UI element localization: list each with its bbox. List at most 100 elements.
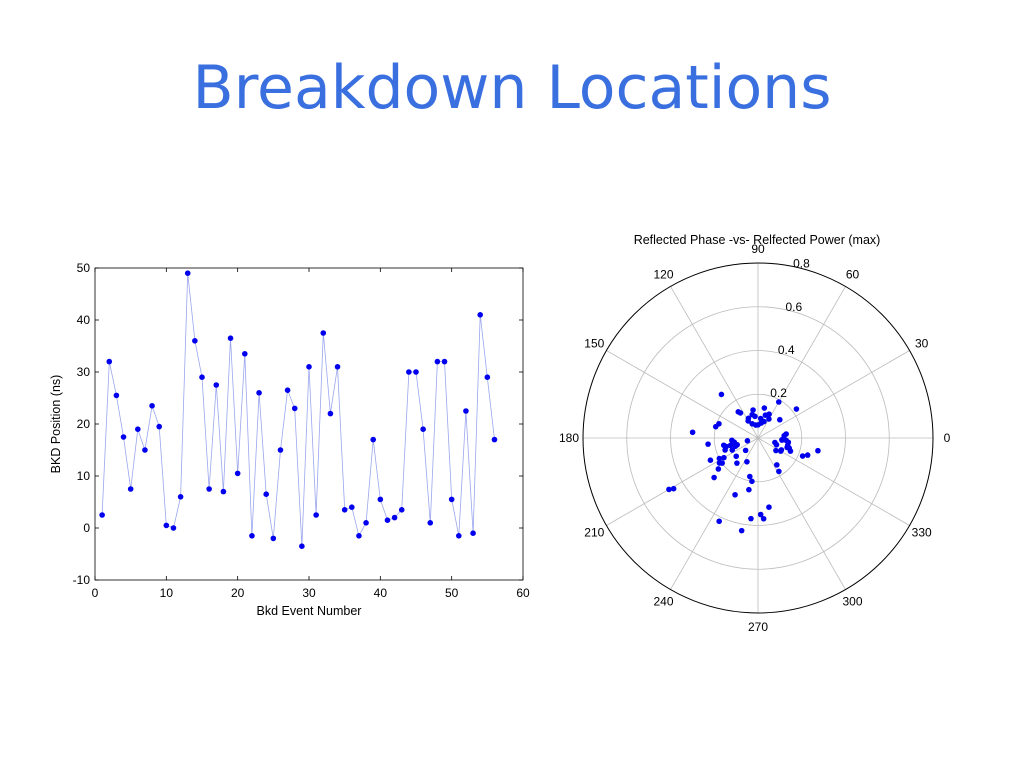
y-tick-label: 20 — [77, 417, 91, 431]
polar-point — [776, 468, 782, 475]
polar-point — [766, 416, 772, 422]
data-point — [477, 312, 484, 318]
data-point — [184, 270, 191, 277]
polar-point — [761, 405, 768, 411]
polar-title: Reflected Phase -vs- Relfected Power (ma… — [634, 233, 881, 247]
data-point — [356, 533, 362, 539]
polar-point — [779, 437, 785, 443]
y-tick-label: 0 — [83, 521, 90, 535]
data-point — [349, 504, 355, 511]
data-point — [341, 507, 348, 513]
polar-point — [721, 454, 727, 461]
polar-point — [749, 411, 755, 418]
data-point — [306, 364, 312, 370]
data-point — [156, 423, 162, 430]
data-point — [270, 535, 277, 542]
y-axis-label: BKD Position (ns) — [49, 375, 63, 474]
data-point — [413, 369, 419, 375]
polar-point — [750, 407, 756, 413]
data-point — [213, 382, 220, 388]
data-point — [177, 494, 184, 500]
data-point — [456, 533, 462, 539]
x-tick-label: 30 — [302, 586, 316, 600]
polar-point — [718, 391, 725, 398]
x-tick-label: 40 — [374, 586, 388, 600]
polar-ring — [582, 262, 934, 614]
data-point — [242, 351, 248, 357]
data-point — [391, 514, 398, 521]
x-axis-label: Bkd Event Number — [257, 604, 362, 618]
x-tick-label: 20 — [231, 586, 245, 600]
polar-r-label: 0.2 — [770, 386, 787, 400]
data-point — [263, 491, 270, 498]
polar-angle-label: 240 — [653, 595, 673, 609]
data-point — [491, 436, 498, 443]
polar-point — [715, 466, 722, 472]
polar-angle-label: 150 — [584, 337, 604, 351]
series-line — [101, 273, 495, 547]
data-point — [448, 496, 455, 503]
data-point — [249, 533, 255, 539]
data-point — [227, 335, 234, 342]
polar-point — [793, 406, 800, 412]
polar-point — [757, 415, 764, 422]
y-tick-label: 30 — [77, 365, 91, 379]
data-point — [384, 517, 391, 523]
data-point — [420, 426, 426, 433]
polar-angle-label: 210 — [584, 526, 604, 540]
y-tick-label: 40 — [77, 313, 91, 327]
data-point — [363, 520, 369, 526]
data-point — [106, 358, 113, 365]
polar-point — [774, 462, 780, 468]
data-point — [192, 338, 198, 344]
data-point — [277, 447, 284, 453]
polar-point — [712, 423, 719, 430]
polar-point — [766, 504, 772, 510]
data-point — [406, 369, 412, 375]
data-point — [234, 470, 241, 477]
polar-point — [720, 442, 727, 449]
polar-point — [748, 515, 754, 522]
data-point — [127, 486, 134, 492]
x-tick-label: 0 — [92, 586, 99, 600]
polar-point — [746, 486, 752, 493]
polar-r-label: 0.6 — [785, 300, 802, 314]
data-point — [163, 522, 170, 529]
polar-ring — [626, 306, 890, 570]
data-point — [299, 543, 305, 549]
polar-angle-label: 0 — [944, 431, 951, 445]
polar-point — [689, 429, 696, 436]
slide-title: Breakdown Locations — [192, 53, 832, 123]
y-tick-label: 10 — [77, 469, 91, 483]
data-point — [484, 374, 491, 381]
polar-point — [716, 455, 723, 462]
polar-point — [727, 442, 734, 449]
polar-angle-label: 300 — [842, 595, 862, 609]
polar-point — [776, 416, 783, 423]
polar-point — [729, 447, 736, 453]
y-tick-label: -10 — [73, 573, 91, 587]
polar-r-label: 0.4 — [778, 343, 795, 357]
x-tick-label: 50 — [445, 586, 459, 600]
polar-spoke — [606, 350, 910, 526]
polar-point — [745, 418, 751, 424]
polar-angle-label: 90 — [751, 242, 765, 256]
polar-point — [707, 457, 714, 463]
polar-point — [785, 439, 792, 446]
data-point — [284, 387, 291, 394]
polar-point — [744, 438, 751, 444]
polar-point — [773, 447, 779, 454]
data-point — [135, 426, 141, 433]
data-point — [370, 436, 377, 443]
data-point — [170, 525, 177, 531]
data-point — [441, 358, 448, 365]
polar-point — [670, 485, 677, 492]
data-point — [327, 410, 334, 417]
data-point — [427, 520, 434, 526]
data-point — [377, 496, 384, 503]
data-point — [256, 390, 262, 396]
x-tick-label: 60 — [516, 586, 530, 600]
polar-point — [762, 412, 769, 418]
data-point — [334, 364, 341, 370]
data-point — [313, 512, 319, 518]
